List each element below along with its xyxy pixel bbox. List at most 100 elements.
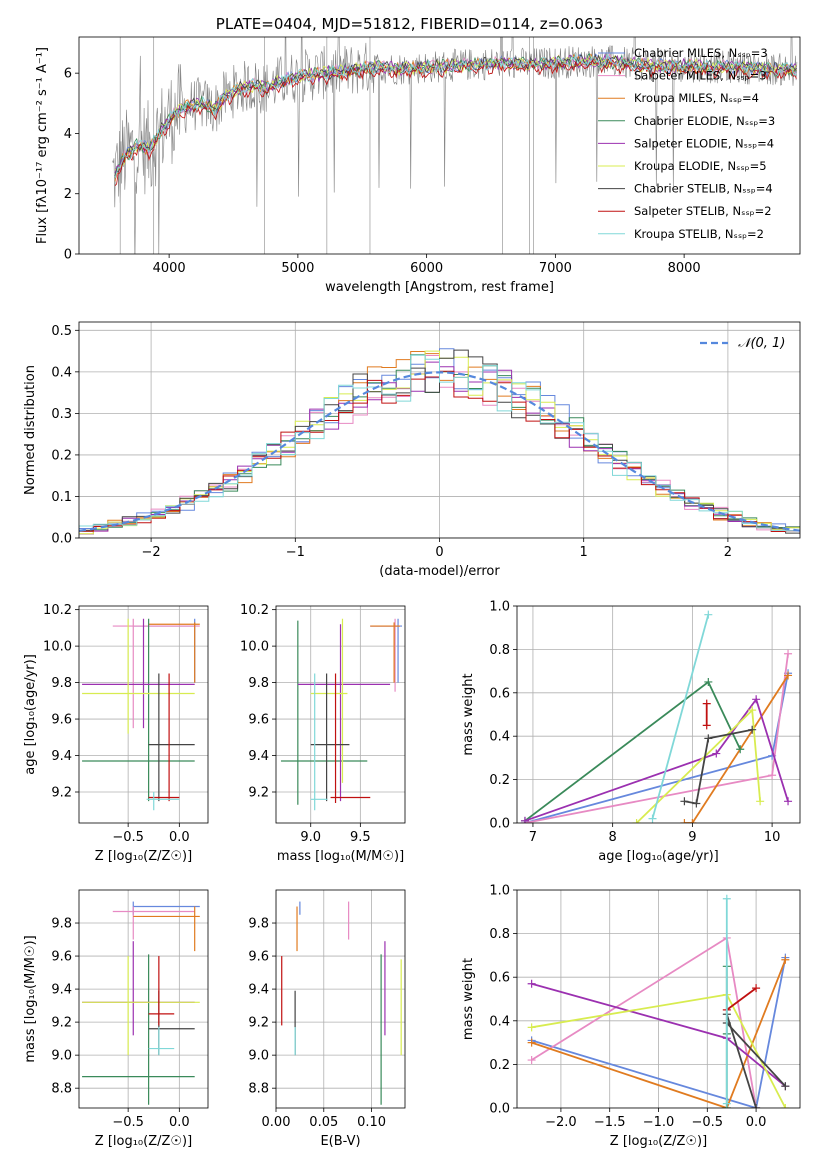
y-axis-label: age [log₁₀(age/yr)] [23,654,38,775]
x-axis-label: Z [log₁₀(Z/Z☉)] [95,849,192,864]
y-tick-label: 10.2 [240,603,269,618]
y-tick-label: 1.0 [489,884,510,899]
legend-label-1: Salpeter MILES, Nₛₛₚ=3 [634,69,767,83]
errorbar-point-7 [148,956,175,1026]
plot-area [79,890,208,1108]
x-axis-label: age [log₁₀(age/yr)] [598,849,719,864]
mass-weight-series-0 [524,673,789,823]
y-tick-label: 9.4 [51,983,72,998]
y-tick-label: 0.3 [51,407,72,422]
panel-spectrum: 4000 5000 6000 7000 8000 0 2 4 6 wavelength [Angs… [35,15,801,295]
axes-frame [78,36,801,255]
errorbar-point-8 [146,792,180,811]
legend-label-0: Chabrier MILES, Nₛₛₚ=3 [634,46,768,60]
errorbar-point-4 [82,618,195,729]
y-tick-label: 0.4 [51,365,72,380]
y-tick-label: 9.4 [51,749,72,764]
y-tick-label: 8.8 [51,1082,72,1097]
y-tick-label: 0.2 [489,773,510,788]
errorbar-point-5 [82,956,200,1056]
y-tick-label: 9.4 [248,983,269,998]
errorbar-point-0 [133,618,196,683]
panel-age-vs-mass: 9.0 9.5 9.2 9.4 9.6 9.8 10.0 10.2 mass [log₁₀(M/… [240,603,406,864]
marker-3-2 [736,745,745,754]
x-tick-label: 0.0 [169,1115,190,1130]
chart-title: PLATE=0404, MJD=51812, FIBERID=0114, z=0… [216,15,603,33]
marker-9-0 [722,894,731,903]
x-tick-label: 8 [609,830,617,845]
y-tick-label: 9.8 [51,917,72,932]
errorbar-point-5 [310,618,348,783]
errorbar-point-1 [112,618,200,729]
x-axis-label: E(B-V) [320,1134,360,1149]
marker-5-0 [527,1023,536,1032]
x-tick-label: 0.05 [309,1115,338,1130]
y-tick-label: 9.6 [248,713,269,728]
panel-residuals: −2 −1 0 1 2 0.0 0.1 0.2 0.3 0.4 0.5 (data-model)/er… [23,321,801,579]
y-tick-label: 9.8 [248,676,269,691]
marker-5-0 [632,819,641,823]
x-tick-label: 0.10 [357,1115,386,1130]
mass-weight-series-8 [726,987,757,1011]
errorbar-point-4 [297,624,391,802]
x-tick-label: 6000 [410,261,443,276]
x-tick-label: 7 [529,830,537,845]
x-axis-label: (data-model)/error [379,564,500,579]
y-axis-label: mass [log₁₀(M/M☉)] [23,935,38,1062]
y-tick-label: 9.2 [51,786,72,801]
x-tick-label: −0.5 [112,1115,144,1130]
marker-8-1 [752,984,761,993]
legend-label-normal: 𝒩(0, 1) [738,336,785,351]
y-axis-label: Flux [fλ10⁻¹⁷ erg cm⁻² s⁻¹ A⁻¹] [35,47,50,244]
errorbar-point-1 [370,618,401,692]
axes-frame [78,889,209,1109]
x-tick-label: 5000 [281,261,314,276]
x-tick-label: −0.5 [692,1115,724,1130]
model-spectrum-5 [114,55,797,172]
x-tick-label: 9.5 [350,830,371,845]
y-tick-label: 10.0 [43,640,72,655]
y-tick-label: 0.1 [51,490,72,505]
y-tick-label: 0.6 [489,686,510,701]
x-tick-label: 1 [580,545,588,560]
errorbar-point-7 [148,673,180,802]
errorbar-point-6 [310,673,350,802]
y-axis-label: mass weight [461,673,476,755]
x-axis-label: Z [log₁₀(Z/Z☉)] [610,1134,707,1149]
plot-area [112,37,798,254]
histogram-step-8 [79,354,800,532]
mass-weight-series-1 [524,653,789,823]
y-tick-label: 9.0 [51,1049,72,1064]
marker-1-2 [784,649,793,658]
y-tick-label: 0.0 [489,1102,510,1117]
y-tick-label: 0.8 [489,643,510,658]
errorbar-point-6 [148,673,195,802]
marker-4-0 [527,979,536,988]
x-tick-label: 0.0 [169,830,190,845]
mass-weight-series-7 [725,1014,757,1108]
mass-weight-series-6 [684,728,753,805]
y-tick-label: 0.0 [489,817,510,832]
y-tick-label: 4 [64,127,72,142]
x-tick-label: −0.5 [112,830,144,845]
y-tick-label: 9.0 [248,1049,269,1064]
y-tick-label: 0.4 [489,1014,510,1029]
plot-area [276,890,405,1108]
errorbar-point-0 [132,901,200,915]
legend-label-4: Salpeter ELODIE, Nₛₛₚ=4 [634,136,774,150]
legend-label-8: Kroupa STELIB, Nₛₛₚ=2 [634,227,764,241]
errorbar-point-8 [310,673,328,811]
errorbar-point-6 [148,990,195,1056]
x-tick-label: −1.5 [594,1115,626,1130]
mass-weight-series-6 [726,1022,787,1087]
axes-frame [275,605,406,824]
y-tick-label: 0.4 [489,730,510,745]
axes-frame [516,889,801,1109]
legend-label-5: Kroupa ELODIE, Nₛₛₚ=5 [634,159,767,173]
x-tick-label: −2.0 [545,1115,577,1130]
panel-massweight-vs-Z: −2.0 −1.5 −1.0 −0.5 0.0 0.0 0.2 0.4 0.6 0.8 1.0 Z [… [461,884,801,1149]
marker-4-2 [752,695,761,704]
x-tick-label: 4000 [153,261,186,276]
model-spectrum-8 [114,53,797,179]
